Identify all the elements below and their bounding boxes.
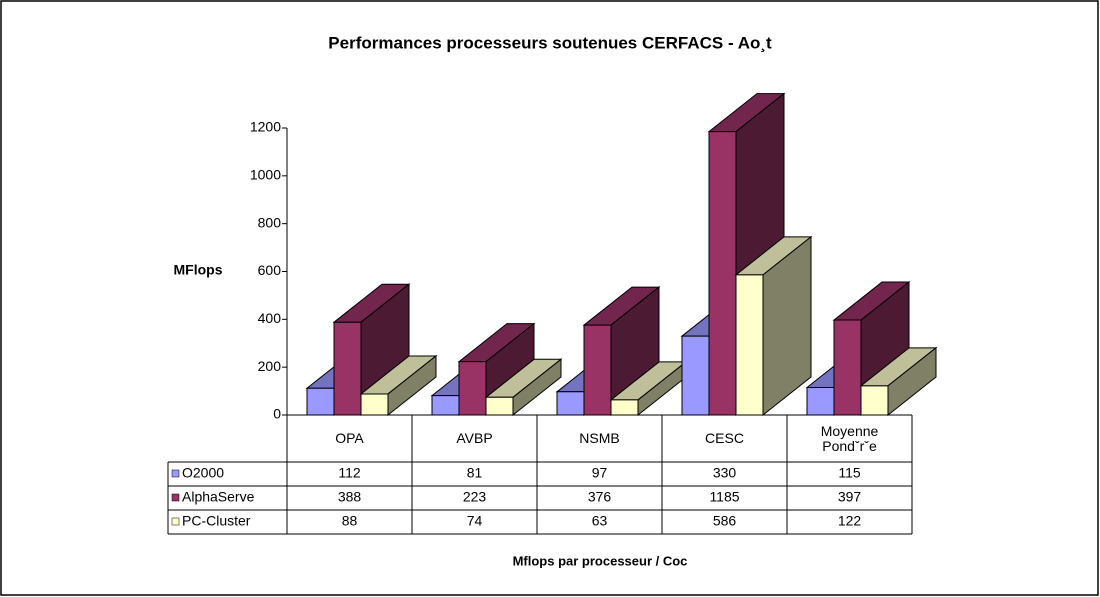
value-cell: 88: [342, 513, 358, 529]
y-axis-label: MFlops: [174, 262, 223, 278]
value-cell: 97: [592, 465, 608, 481]
y-tick-label: 0: [273, 406, 281, 422]
bar-face: [833, 319, 862, 416]
bar-face: [431, 395, 460, 416]
bar-face: [583, 324, 612, 416]
legend-key: [171, 493, 180, 502]
y-tick-label: 1000: [250, 167, 281, 183]
bar-face: [306, 387, 335, 416]
category-label: CESC: [705, 430, 744, 446]
value-cell: 122: [838, 513, 862, 529]
y-tick-label: 600: [258, 262, 282, 278]
bar: [484, 358, 563, 417]
bar: [734, 235, 813, 417]
value-cell: 1185: [709, 489, 739, 505]
bar-face: [360, 393, 389, 416]
bar-face: [485, 396, 514, 416]
bar-face: [708, 131, 737, 416]
bar-face: [806, 386, 835, 416]
category-label: Moyenne Pondˇrˇe: [820, 422, 879, 454]
value-cell: 397: [838, 489, 862, 505]
bar: [859, 346, 938, 417]
value-cell: 376: [588, 489, 612, 505]
chart-title: Performances processeurs soutenues CERFA…: [328, 33, 772, 52]
y-tick-label: 1200: [250, 119, 281, 135]
value-cell: 112: [338, 465, 361, 481]
bar-face: [458, 361, 487, 416]
bar-face: [556, 391, 585, 416]
bar-face: [610, 399, 639, 416]
bar-face: [735, 274, 764, 416]
bar-face: [860, 385, 889, 416]
legend-label: O2000: [182, 465, 224, 481]
value-cell: 223: [463, 489, 487, 505]
legend-key: [171, 469, 180, 478]
legend-label: AlphaServe: [182, 489, 255, 505]
category-label: NSMB: [579, 430, 620, 446]
x-axis-label: Mflops par processeur / Coc: [513, 553, 688, 568]
legend-key: [171, 517, 180, 526]
bar-face: [681, 335, 710, 416]
value-cell: 388: [338, 489, 362, 505]
y-tick-label: 200: [258, 358, 282, 374]
bar-face: [333, 321, 362, 416]
y-tick-label: 400: [258, 310, 282, 326]
value-cell: 74: [467, 513, 483, 529]
value-cell: 115: [838, 465, 861, 481]
bar: [359, 354, 438, 417]
category-label: AVBP: [456, 430, 493, 446]
value-cell: 81: [467, 465, 483, 481]
value-cell: 586: [713, 513, 737, 529]
value-cell: 330: [713, 465, 737, 481]
y-tick-label: 800: [258, 214, 282, 230]
category-label: OPA: [335, 430, 364, 446]
legend-label: PC-Cluster: [182, 513, 251, 529]
value-cell: 63: [592, 513, 608, 529]
